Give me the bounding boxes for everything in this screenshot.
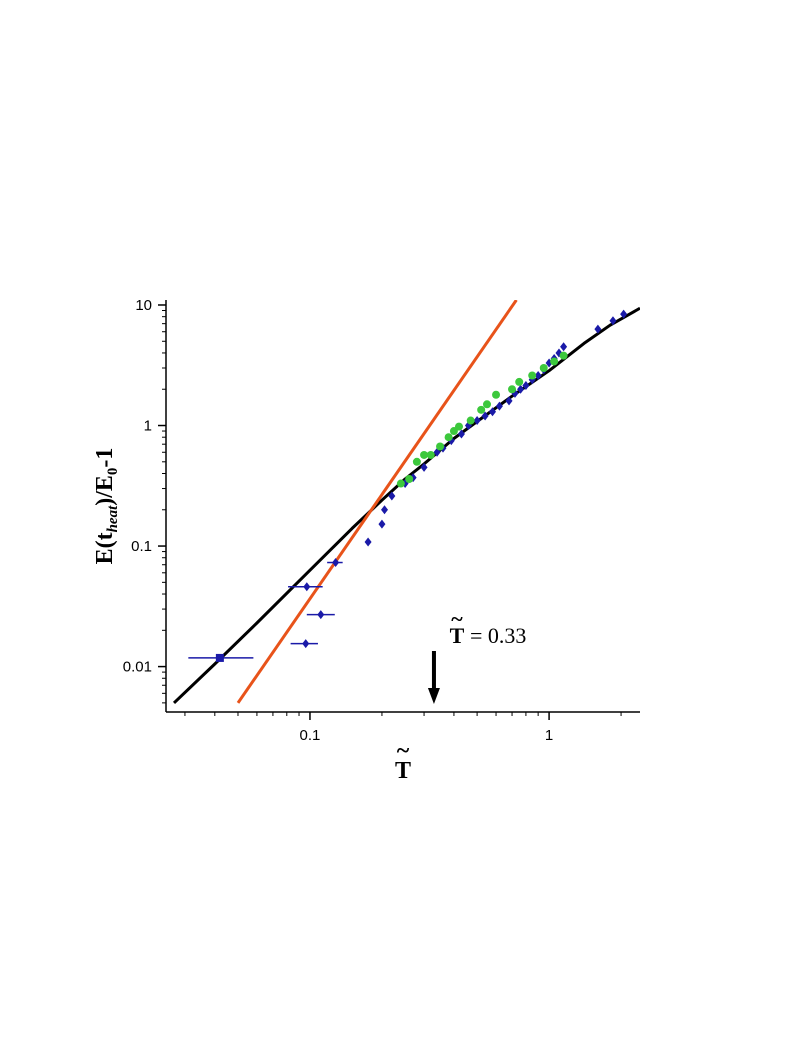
- labels: T~= 0.33T~E(theat)/E0-1: [92, 448, 526, 784]
- data-point-diamond: [303, 582, 311, 592]
- data-point-circle: [420, 450, 429, 459]
- data-point-diamond: [378, 519, 386, 529]
- data-point-diamond: [620, 309, 628, 319]
- x-axis-title: T: [395, 758, 411, 784]
- data-point-diamond: [594, 324, 602, 334]
- annotation-tilde: ~: [451, 606, 463, 631]
- data-point-diamond: [522, 380, 530, 390]
- data-point-circle: [436, 442, 445, 451]
- y-axis-title: E(theat)/E0-1: [92, 448, 121, 565]
- y-tick-label: 0.1: [131, 538, 152, 555]
- data-point-diamond: [381, 505, 389, 515]
- data-point-diamond: [473, 416, 481, 426]
- y-axis-title-subscript: heat: [105, 505, 121, 533]
- data-point-circle: [477, 405, 486, 414]
- data-point-diamond: [609, 316, 617, 326]
- data-point-square: [215, 653, 224, 662]
- data-point-diamond: [481, 411, 489, 421]
- data-point-circle: [396, 479, 405, 488]
- black-curve: [172, 306, 640, 704]
- data-point-circle: [454, 422, 463, 431]
- data-point-circle: [466, 416, 475, 425]
- y-tick-label: 0.01: [123, 659, 152, 676]
- data-point-circle: [426, 450, 435, 459]
- data-point-diamond: [302, 639, 310, 649]
- data-point-diamond: [505, 396, 513, 406]
- x-tick-label: 0.1: [300, 727, 321, 744]
- data-point-circle: [444, 433, 453, 442]
- data-point-diamond: [364, 537, 372, 547]
- data-point-circle: [539, 364, 548, 373]
- data-point-circle: [508, 385, 517, 394]
- y-axis-title-part: E(t: [92, 532, 118, 564]
- data-point-diamond: [388, 491, 396, 501]
- data-point-diamond: [457, 429, 465, 439]
- data-point-diamond: [317, 610, 325, 620]
- y-tick-label: 1: [144, 418, 152, 435]
- data-point-circle: [405, 475, 414, 484]
- data-point-circle: [515, 377, 524, 386]
- data-point-diamond: [495, 401, 503, 411]
- data-point-diamond: [517, 384, 525, 394]
- data-point-circle: [528, 371, 537, 380]
- data-point-diamond: [489, 407, 497, 417]
- data-point-diamond: [420, 462, 428, 472]
- data-point-circle: [559, 351, 568, 360]
- y-axis-title-part: -1: [92, 448, 118, 468]
- axes: 0.01 0.1 1 10 0.1 1: [123, 297, 640, 744]
- data-point-circle: [550, 357, 559, 366]
- data-point-diamond: [560, 342, 568, 352]
- data-point-diamond: [534, 371, 542, 381]
- annotation-value: = 0.33: [470, 623, 526, 648]
- y-axis-title-part: )/E: [92, 475, 118, 506]
- orange-line: [236, 300, 518, 704]
- data-point-diamond: [332, 558, 340, 568]
- annotation-arrow-head: [427, 688, 440, 704]
- data-point-circle: [492, 390, 501, 399]
- data-point-circle: [412, 457, 421, 466]
- y-axis-title-subscript: 0: [105, 468, 121, 476]
- x-axis-title-tilde: ~: [397, 738, 410, 764]
- y-tick-label: 10: [135, 297, 152, 314]
- data-point-circle: [482, 400, 491, 409]
- x-tick-label: 1: [545, 727, 553, 744]
- annotation-symbol: T: [450, 623, 465, 648]
- plot-area: [172, 300, 640, 704]
